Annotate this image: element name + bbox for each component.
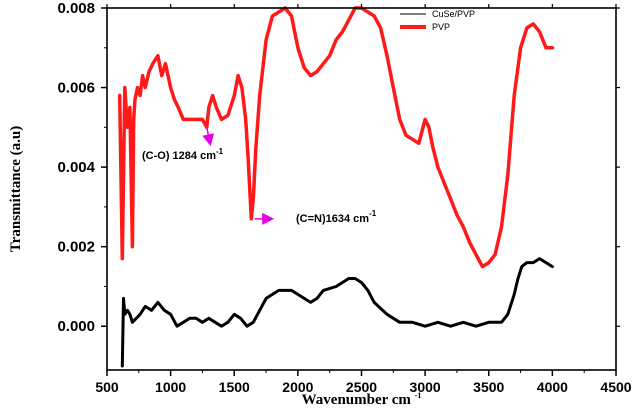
y-axis-label: Transmittance (a.u) <box>8 126 24 252</box>
annotation-arrow-c-o <box>202 127 215 147</box>
annotations: (C-O) 1284 cm-1 (C=N)1634 cm-1 <box>142 127 377 225</box>
x-tick-label: 3000 <box>410 379 441 395</box>
y-tick-label: 0.004 <box>57 159 95 176</box>
x-axis-label-sup: -1 <box>415 391 422 400</box>
legend-label: PVP <box>432 22 450 32</box>
legend-label: CuSe/PVP <box>432 9 475 19</box>
annotation-sup-c-o: -1 <box>216 147 224 156</box>
x-tick-label: 2000 <box>282 379 313 395</box>
x-tick-label: 4500 <box>600 379 631 395</box>
x-tick-label: 1500 <box>219 379 250 395</box>
x-tick-label: 3500 <box>473 379 504 395</box>
x-axis-label: Wavenumber cm -1 <box>302 391 422 408</box>
y-tick-label: 0.002 <box>57 239 95 256</box>
x-tick-label: 500 <box>95 379 119 395</box>
y-tick-label: 0.008 <box>57 0 95 17</box>
series-line-pvp <box>117 6 555 269</box>
legend: CuSe/PVP PVP <box>400 9 475 32</box>
annotation-label-c-n: (C=N)1634 cm-1 <box>296 209 377 225</box>
series-line-cuse-pvp <box>120 257 554 368</box>
annotation-label-c-o: (C-O) 1284 cm-1 <box>142 147 224 162</box>
x-tick-label: 4000 <box>537 379 568 395</box>
x-tick-label: 1000 <box>155 379 186 395</box>
annotation-sup-c-n: -1 <box>369 209 377 218</box>
x-tick-label: 2500 <box>346 379 377 395</box>
plot-area <box>117 6 555 368</box>
y-tick-label: 0.006 <box>57 80 95 97</box>
y-tick-label: 0.000 <box>57 318 95 335</box>
axes: 0.000 0.002 0.004 0.006 0.008 500 1000 1500 2000… <box>8 0 632 408</box>
